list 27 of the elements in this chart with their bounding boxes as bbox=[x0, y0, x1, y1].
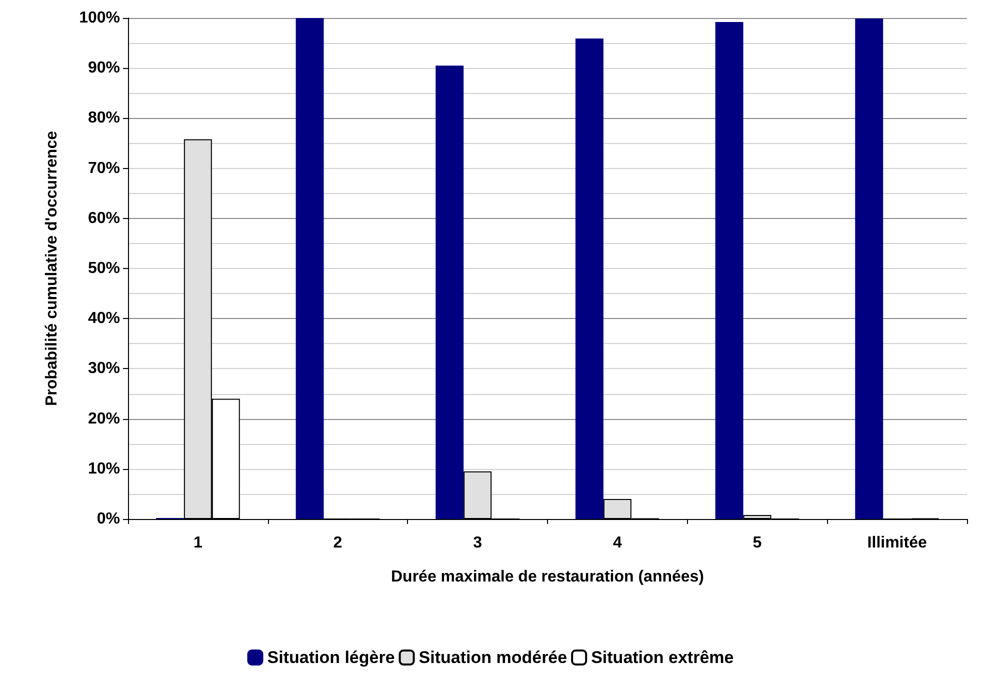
y-tick-label: 30% bbox=[88, 360, 120, 378]
y-tick-label: 10% bbox=[88, 460, 120, 478]
bar bbox=[296, 18, 324, 519]
y-tick-label: 50% bbox=[88, 260, 120, 277]
y-tick-label: 40% bbox=[88, 310, 120, 328]
x-tick-label: 5 bbox=[752, 534, 762, 552]
x-tick-label: 3 bbox=[473, 534, 482, 552]
x-tick-label: 4 bbox=[612, 534, 622, 552]
y-tick-label: 90% bbox=[88, 60, 120, 77]
bar bbox=[575, 38, 604, 519]
y-tick-label: 0% bbox=[96, 510, 120, 528]
legend-label: Situation modérée bbox=[418, 648, 568, 667]
x-tick-label: 2 bbox=[333, 534, 342, 552]
y-tick-label: 70% bbox=[88, 160, 120, 177]
legend-label: Situation extrême bbox=[591, 648, 734, 667]
bar bbox=[855, 18, 884, 519]
y-axis-title: Probabilité cumulative d'occurrence bbox=[44, 130, 60, 406]
x-tick-label: 1 bbox=[193, 534, 202, 552]
y-tick-label: 100% bbox=[79, 10, 120, 26]
bar bbox=[436, 66, 464, 519]
y-tick-label: 20% bbox=[88, 410, 120, 428]
x-tick-label: Illimitée bbox=[867, 534, 927, 552]
x-axis-title: Durée maximale de restauration (années) bbox=[390, 568, 704, 586]
legend-label: Situation légère bbox=[267, 648, 395, 667]
y-tick-label: 60% bbox=[88, 210, 120, 227]
bar bbox=[715, 22, 744, 519]
y-tick-label: 80% bbox=[88, 110, 120, 127]
